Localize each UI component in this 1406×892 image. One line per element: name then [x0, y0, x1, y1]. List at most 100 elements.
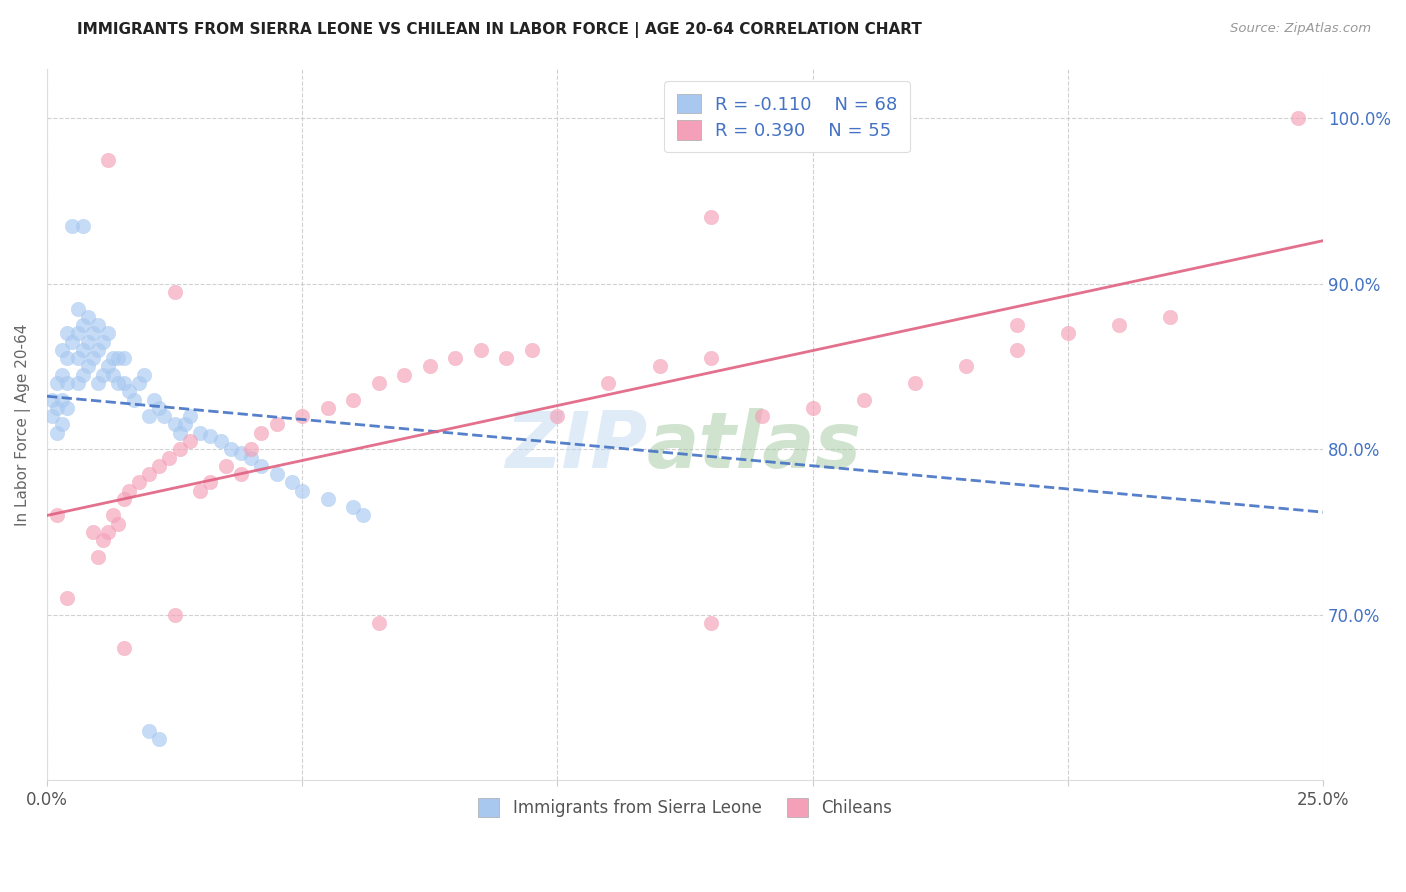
- Point: [72, 343, 94, 357]
- Point: [66, 301, 89, 316]
- Point: [904, 376, 927, 390]
- Point: [1108, 318, 1130, 332]
- Point: [419, 359, 441, 374]
- Point: [159, 450, 181, 465]
- Point: [148, 458, 170, 473]
- Point: [266, 467, 288, 481]
- Point: [51, 368, 73, 382]
- Point: [209, 434, 232, 448]
- Point: [229, 445, 252, 459]
- Point: [97, 326, 120, 341]
- Point: [117, 384, 139, 399]
- Point: [801, 401, 824, 415]
- Point: [648, 359, 671, 374]
- Point: [250, 425, 273, 440]
- Text: IMMIGRANTS FROM SIERRA LEONE VS CHILEAN IN LABOR FORCE | AGE 20-64 CORRELATION C: IMMIGRANTS FROM SIERRA LEONE VS CHILEAN …: [77, 22, 922, 38]
- Point: [46, 508, 69, 523]
- Text: atlas: atlas: [647, 408, 862, 483]
- Point: [342, 500, 364, 515]
- Point: [97, 153, 120, 167]
- Point: [470, 343, 492, 357]
- Point: [87, 318, 110, 332]
- Point: [72, 318, 94, 332]
- Point: [51, 417, 73, 432]
- Point: [520, 343, 543, 357]
- Point: [188, 483, 211, 498]
- Point: [66, 376, 89, 390]
- Point: [1005, 343, 1028, 357]
- Point: [82, 351, 104, 366]
- Point: [291, 409, 314, 424]
- Point: [367, 615, 389, 630]
- Point: [219, 442, 242, 457]
- Point: [72, 368, 94, 382]
- Point: [546, 409, 568, 424]
- Point: [76, 334, 98, 349]
- Point: [41, 409, 63, 424]
- Point: [91, 368, 114, 382]
- Point: [138, 723, 160, 738]
- Point: [76, 310, 98, 324]
- Point: [56, 376, 79, 390]
- Point: [143, 392, 166, 407]
- Point: [699, 615, 721, 630]
- Point: [112, 376, 135, 390]
- Point: [82, 326, 104, 341]
- Point: [112, 640, 135, 655]
- Point: [1057, 326, 1080, 341]
- Point: [46, 376, 69, 390]
- Point: [342, 392, 364, 407]
- Y-axis label: In Labor Force | Age 20-64: In Labor Force | Age 20-64: [15, 323, 31, 525]
- Point: [138, 467, 160, 481]
- Point: [598, 376, 620, 390]
- Point: [955, 359, 977, 374]
- Point: [107, 351, 129, 366]
- Point: [107, 516, 129, 531]
- Point: [250, 458, 273, 473]
- Point: [699, 211, 721, 225]
- Point: [87, 376, 110, 390]
- Point: [229, 467, 252, 481]
- Point: [46, 401, 69, 415]
- Point: [82, 524, 104, 539]
- Point: [153, 409, 176, 424]
- Point: [103, 368, 125, 382]
- Point: [173, 417, 195, 432]
- Point: [128, 376, 150, 390]
- Point: [495, 351, 517, 366]
- Point: [41, 392, 63, 407]
- Point: [56, 591, 79, 606]
- Point: [112, 491, 135, 506]
- Point: [128, 475, 150, 490]
- Point: [169, 425, 191, 440]
- Point: [1005, 318, 1028, 332]
- Point: [62, 219, 84, 233]
- Point: [117, 483, 139, 498]
- Point: [103, 351, 125, 366]
- Point: [56, 326, 79, 341]
- Point: [51, 392, 73, 407]
- Point: [163, 607, 186, 622]
- Text: ZIP: ZIP: [505, 408, 647, 483]
- Point: [1286, 111, 1309, 125]
- Point: [112, 351, 135, 366]
- Point: [87, 343, 110, 357]
- Point: [56, 401, 79, 415]
- Point: [97, 359, 120, 374]
- Point: [179, 409, 201, 424]
- Point: [316, 401, 339, 415]
- Point: [281, 475, 304, 490]
- Point: [188, 425, 211, 440]
- Point: [200, 475, 222, 490]
- Point: [103, 508, 125, 523]
- Point: [200, 429, 222, 443]
- Point: [148, 401, 170, 415]
- Point: [91, 334, 114, 349]
- Point: [1159, 310, 1181, 324]
- Point: [240, 442, 263, 457]
- Point: [266, 417, 288, 432]
- Point: [179, 434, 201, 448]
- Point: [163, 417, 186, 432]
- Point: [148, 731, 170, 746]
- Point: [66, 351, 89, 366]
